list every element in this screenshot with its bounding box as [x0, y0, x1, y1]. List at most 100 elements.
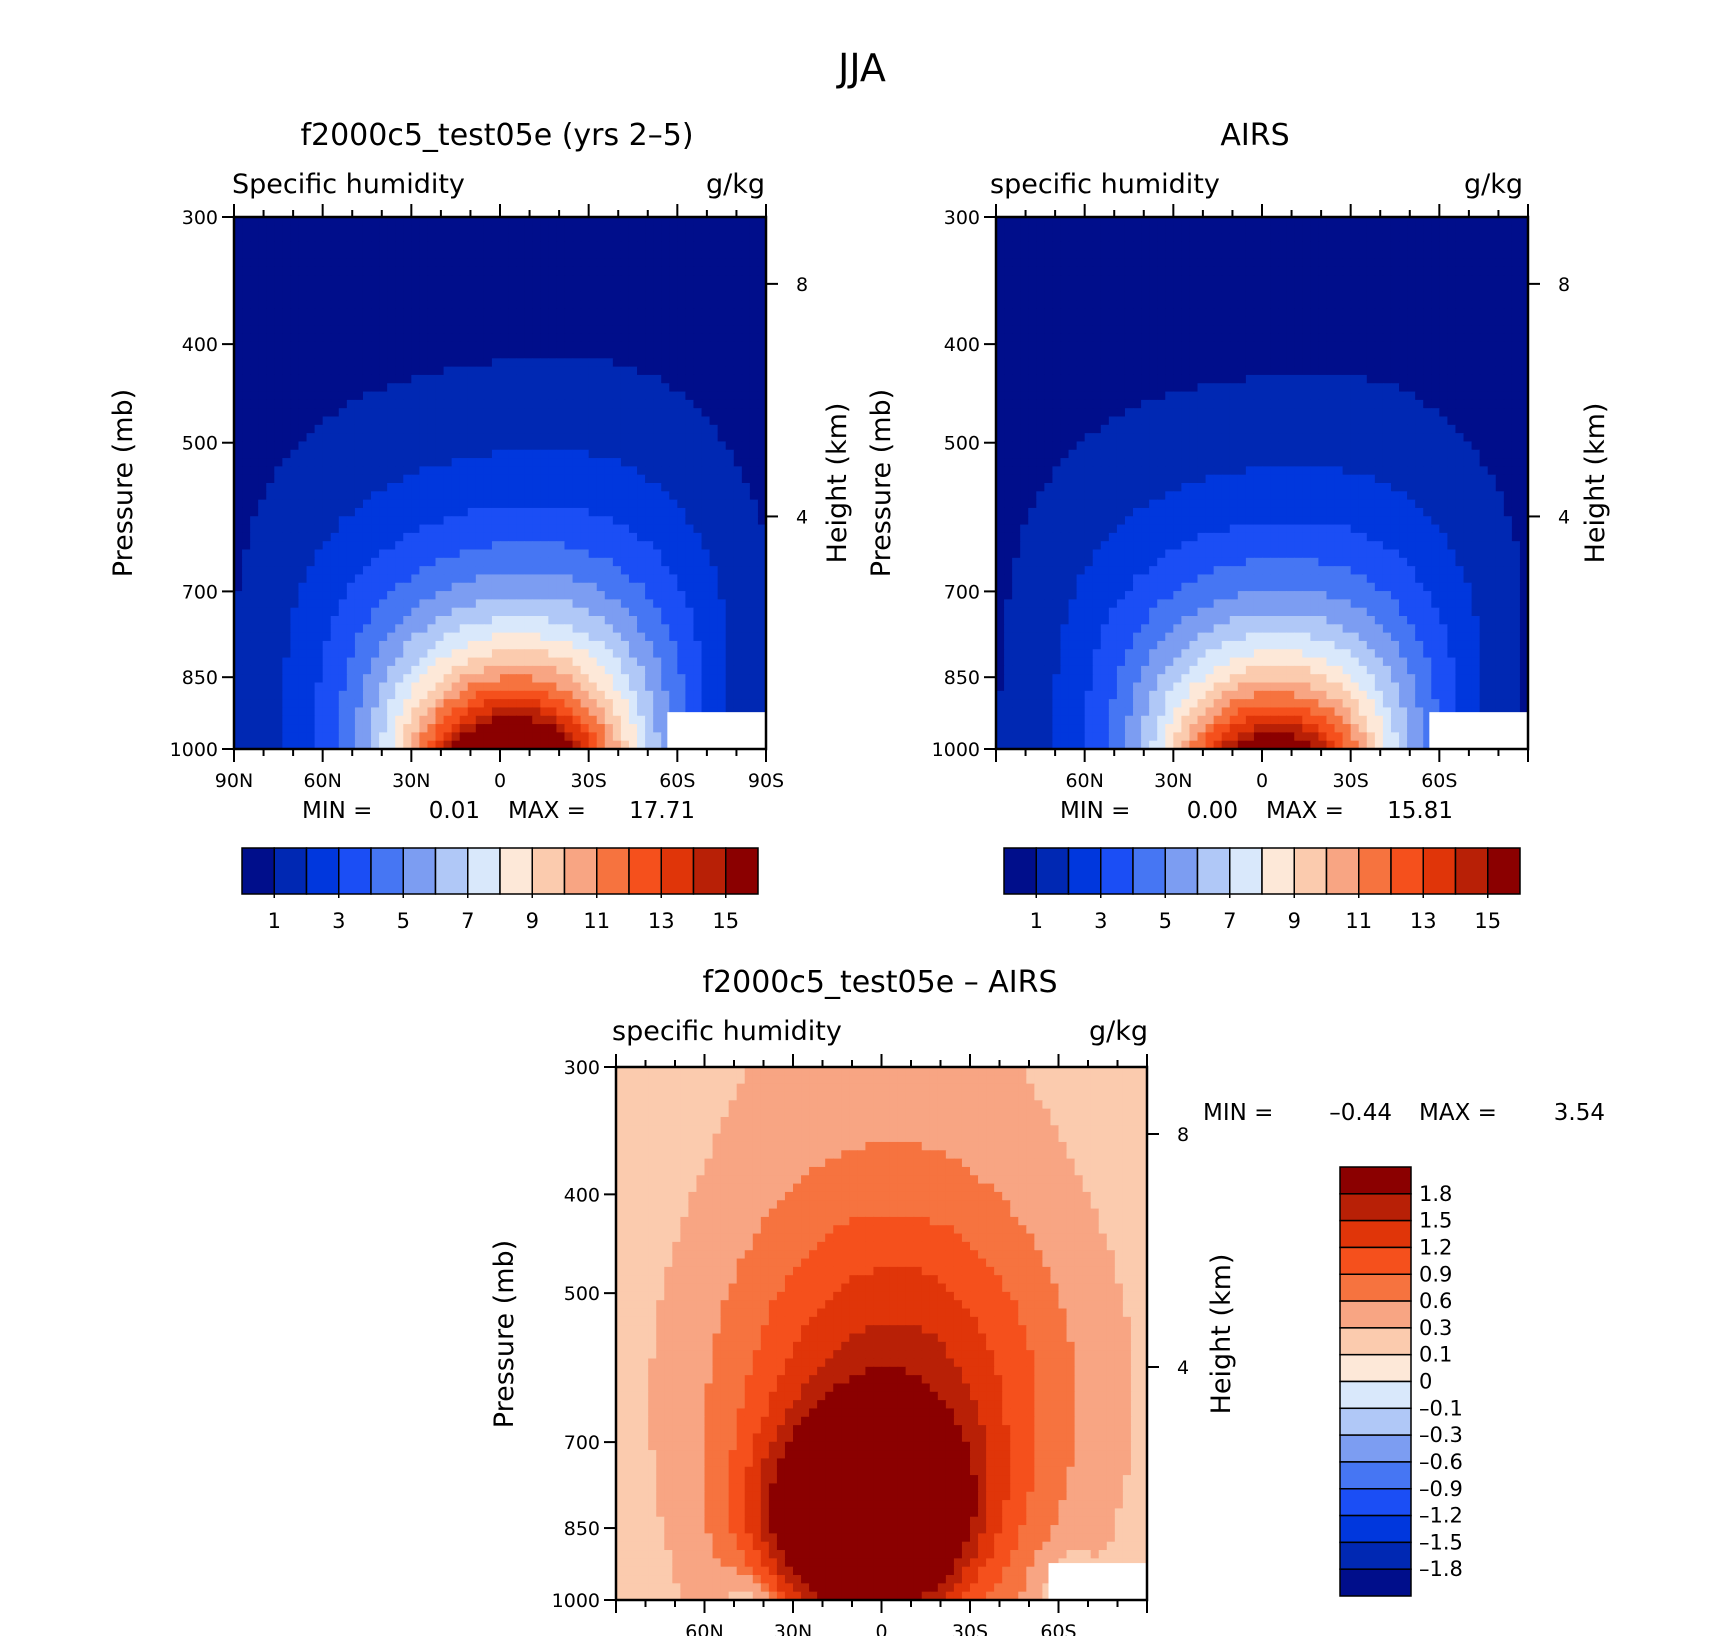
- contour-cell: [250, 574, 259, 584]
- contour-cell: [475, 483, 485, 492]
- contour-cell: [387, 499, 396, 509]
- contour-cell: [572, 474, 582, 484]
- contour-cell: [451, 624, 461, 634]
- contour-cell: [491, 374, 501, 384]
- contour-cell: [564, 374, 574, 384]
- contour-cell: [637, 732, 646, 742]
- contour-cell: [403, 424, 412, 434]
- contour-cell: [290, 233, 300, 243]
- y-axis-label: Pressure (mb): [108, 389, 139, 577]
- contour-cell: [612, 483, 622, 492]
- contour-cell: [524, 391, 533, 401]
- contour-cell: [1302, 291, 1311, 301]
- contour-cell: [475, 657, 485, 667]
- contour-cell: [258, 374, 267, 384]
- contour-cell: [588, 433, 598, 443]
- contour-cell: [491, 732, 501, 742]
- contour-cell: [588, 699, 598, 709]
- contour-cell: [669, 516, 678, 526]
- contour-cell: [443, 732, 453, 742]
- contour-cell: [548, 549, 558, 559]
- contour-cell: [725, 549, 735, 559]
- contour-cell: [1100, 233, 1110, 243]
- contour-cell: [266, 632, 275, 642]
- contour-cell: [580, 366, 590, 376]
- contour-cell: [524, 291, 533, 301]
- contour-cell: [371, 599, 380, 609]
- contour-cell: [411, 699, 420, 709]
- contour-cell: [556, 217, 566, 226]
- contour-cell: [1173, 283, 1182, 293]
- contour-cell: [1157, 291, 1166, 301]
- contour-cell: [459, 408, 469, 418]
- contour-cell: [491, 333, 501, 343]
- contour-cell: [725, 391, 735, 401]
- contour-cell: [322, 441, 332, 451]
- contour-cell: [653, 557, 662, 567]
- contour-cell: [338, 674, 348, 684]
- contour-cell: [677, 665, 686, 675]
- contour-cell: [435, 358, 445, 368]
- contour-cell: [725, 266, 735, 276]
- contour-cell: [1181, 283, 1191, 293]
- contour-cell: [314, 707, 324, 717]
- contour-cell: [274, 408, 283, 418]
- contour-cell: [371, 665, 380, 675]
- contour-cell: [508, 624, 517, 634]
- contour-cell: [451, 424, 461, 434]
- contour-cell: [749, 624, 759, 634]
- contour-cell: [693, 591, 703, 600]
- contour-cell: [250, 391, 259, 401]
- contour-cell: [242, 241, 251, 251]
- contour-cell: [628, 674, 638, 684]
- contour-cell: [451, 557, 461, 567]
- contour-cell: [612, 740, 622, 750]
- contour-cell: [1221, 233, 1231, 243]
- contour-cell: [387, 732, 396, 742]
- contour-cell: [395, 582, 404, 592]
- contour-cell: [242, 350, 251, 359]
- contour-cell: [371, 291, 380, 301]
- contour-cell: [298, 624, 308, 634]
- contour-cell: [1108, 217, 1118, 226]
- contour-cell: [443, 250, 453, 260]
- contour-cell: [242, 665, 251, 675]
- contour-cell: [556, 225, 566, 235]
- contour-cell: [282, 233, 292, 243]
- contour-cell: [435, 266, 445, 276]
- contour-cell: [242, 341, 251, 351]
- contour-cell: [1366, 266, 1376, 276]
- contour-cell: [242, 699, 251, 709]
- contour-cell: [274, 640, 283, 650]
- contour-cell: [725, 374, 735, 384]
- contour-cell: [250, 441, 259, 451]
- contour-cell: [637, 291, 646, 301]
- contour-cell: [371, 391, 380, 401]
- contour-cell: [709, 665, 719, 675]
- contour-cell: [532, 250, 541, 260]
- contour-cell: [1270, 233, 1279, 243]
- contour-cell: [757, 516, 767, 526]
- contour-cell: [653, 275, 662, 285]
- contour-cell: [548, 449, 558, 459]
- contour-cell: [677, 266, 686, 276]
- contour-cell: [338, 616, 348, 625]
- contour-cell: [516, 732, 525, 742]
- contour-cell: [508, 707, 517, 717]
- contour-cell: [467, 524, 477, 534]
- contour-cell: [548, 574, 558, 584]
- contour-cell: [242, 607, 251, 617]
- contour-cell: [685, 507, 695, 517]
- contour-cell: [451, 499, 461, 509]
- contour-cell: [500, 541, 509, 551]
- contour-cell: [669, 499, 678, 509]
- contour-cell: [282, 308, 292, 318]
- contour-cell: [483, 433, 493, 443]
- contour-cell: [338, 341, 348, 351]
- contour-cell: [556, 640, 566, 650]
- contour-cell: [709, 649, 719, 659]
- contour-cell: [677, 225, 686, 235]
- contour-cell: [451, 408, 461, 418]
- contour-cell: [685, 325, 695, 334]
- contour-cell: [491, 740, 501, 750]
